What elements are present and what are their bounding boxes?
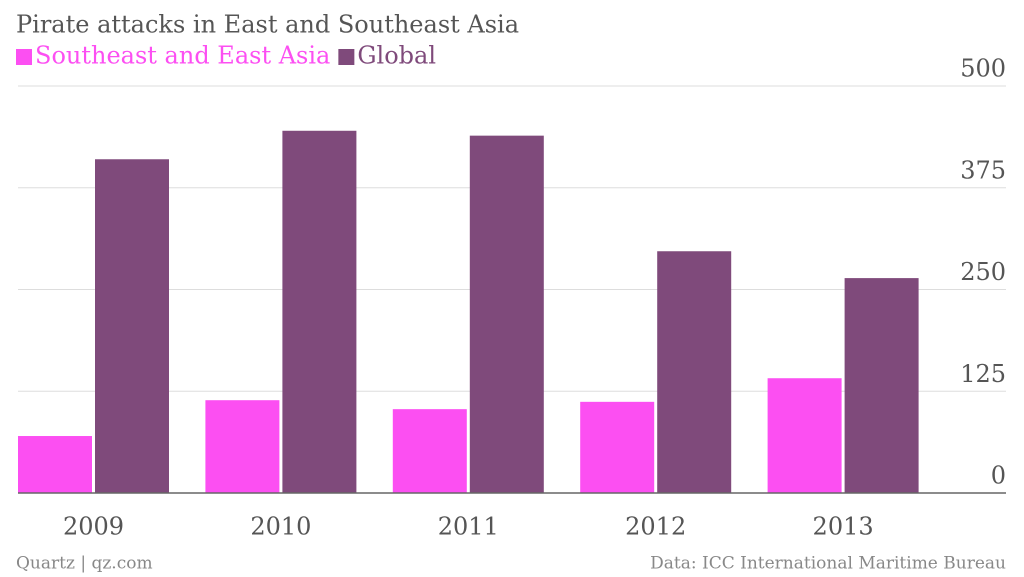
x-tick-label: 2011	[438, 513, 499, 541]
credit: Quartz | qz.com	[16, 554, 153, 574]
source: Data: ICC International Maritime Bureau	[650, 554, 1006, 574]
y-tick-label: 0	[991, 462, 1006, 490]
bar	[767, 378, 842, 493]
x-tick-label: 2012	[625, 513, 686, 541]
bar	[282, 130, 357, 493]
x-tick-label: 2010	[250, 513, 311, 541]
legend-label: Global	[357, 42, 436, 70]
y-tick-label: 125	[960, 360, 1006, 388]
bar	[205, 400, 280, 493]
bar	[657, 251, 732, 493]
bar	[18, 436, 92, 493]
bar	[469, 135, 544, 494]
bar	[95, 159, 169, 493]
y-tick-label: 250	[960, 258, 1006, 286]
x-tick-label: 2009	[63, 513, 124, 541]
legend-label: Southeast and East Asia	[35, 42, 330, 70]
y-tick-label: 500	[960, 55, 1006, 83]
legend-swatch	[338, 49, 355, 65]
y-tick-label: 375	[960, 156, 1006, 184]
x-tick-label: 2013	[813, 513, 874, 541]
chart-title: Pirate attacks in East and Southeast Asi…	[16, 11, 519, 39]
bar	[844, 278, 919, 493]
bar	[392, 409, 467, 493]
legend-swatch	[16, 49, 32, 65]
bar	[580, 401, 655, 493]
